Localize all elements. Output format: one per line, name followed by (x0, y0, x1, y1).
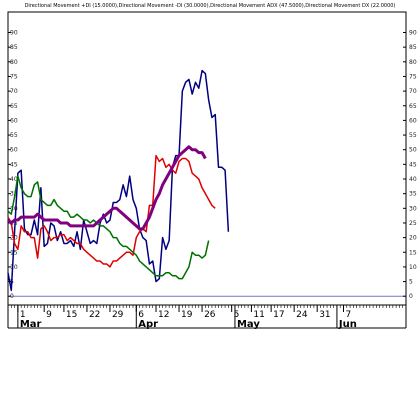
y-tick-label-left: 75 (10, 73, 18, 80)
y-tick-label-left: 55 (10, 132, 18, 139)
x-tick-label: 6 (138, 310, 144, 320)
y-tick-label-left: 35 (10, 191, 18, 198)
y-tick-label-right: 20 (409, 235, 417, 242)
y-tick-label-left: 10 (10, 264, 18, 271)
series-line-1 (7, 69, 230, 292)
y-tick-label-left: 70 (10, 88, 18, 95)
x-tick-label: 26 (204, 310, 216, 320)
y-tick-label-right: 85 (409, 44, 417, 51)
y-tick-label-right: 30 (409, 205, 417, 212)
y-tick-label-right: 70 (409, 88, 417, 95)
x-tick-label: 7 (346, 310, 352, 320)
x-tick-label: 12 (158, 310, 169, 320)
month-label: Jun (338, 319, 357, 330)
y-tick-label-right: 55 (409, 132, 417, 139)
x-tick-label: 29 (112, 310, 124, 320)
y-tick-label-right: 10 (409, 264, 417, 271)
x-tick-label: 9 (46, 310, 52, 320)
y-tick-label-right: 80 (409, 59, 417, 66)
y-tick-label-left: 85 (10, 44, 18, 51)
y-tick-label-right: 35 (409, 191, 417, 198)
x-tick-label: 11 (253, 310, 264, 320)
x-tick-label: 31 (319, 310, 330, 320)
y-tick-label-left: 60 (10, 117, 18, 124)
x-tick-label: 1 (20, 310, 26, 320)
y-tick-label-right: 45 (409, 161, 417, 168)
y-tick-label-left: 30 (10, 205, 18, 212)
x-tick-label: 22 (89, 310, 100, 320)
y-tick-label-left: 0 (10, 293, 14, 300)
series-line-3 (7, 175, 210, 280)
series-group (7, 69, 230, 292)
y-tick-label-left: 80 (10, 59, 18, 66)
month-label: Apr (138, 319, 158, 330)
y-tick-label-left: 50 (10, 147, 18, 154)
y-tick-label-right: 65 (409, 103, 417, 110)
y-tick-label-right: 15 (409, 249, 417, 256)
y-tick-label-right: 40 (409, 176, 417, 183)
plot-border (7, 11, 407, 306)
y-tick-label-right: 90 (409, 30, 417, 37)
y-tick-label-right: 50 (409, 147, 417, 154)
y-tick-label-left: 45 (10, 161, 18, 168)
month-label: May (237, 319, 260, 330)
y-tick-label-right: 5 (409, 279, 413, 286)
x-tick-label: 19 (181, 310, 193, 320)
y-tick-label-left: 25 (10, 220, 18, 227)
chart-title: Directional Movement +DI (15.0000),Direc… (25, 3, 396, 9)
y-tick-label-right: 25 (409, 220, 417, 227)
y-tick-label-right: 60 (409, 117, 417, 124)
x-tick-label: 5 (234, 310, 240, 320)
plot-area (7, 11, 407, 306)
series-line-4 (7, 145, 207, 231)
y-tick-label-right: 75 (409, 73, 417, 80)
y-tick-label-left: 40 (10, 176, 18, 183)
x-tick-label: 17 (273, 310, 284, 320)
x-tick-label: 24 (296, 310, 308, 320)
month-label: Mar (20, 319, 42, 330)
y-tick-label-right: 0 (409, 293, 413, 300)
x-tick-label: 15 (66, 310, 77, 320)
series-line-2 (7, 154, 216, 268)
y-tick-label-left: 65 (10, 103, 18, 110)
y-tick-label-left: 90 (10, 30, 18, 37)
